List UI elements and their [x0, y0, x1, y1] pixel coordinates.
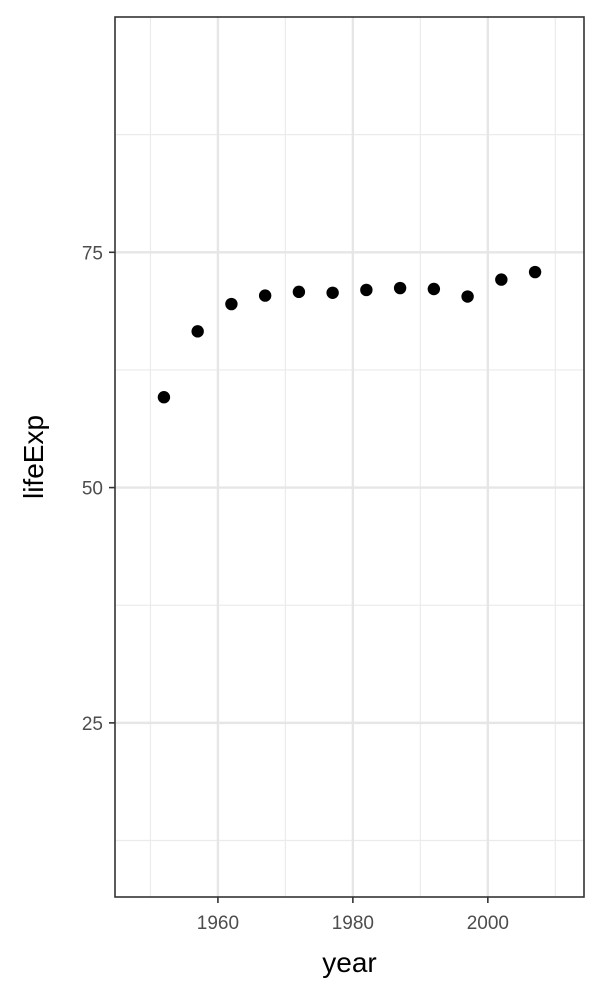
data-point: [461, 290, 474, 303]
x-tick-label: 1980: [332, 913, 374, 934]
x-axis-ticks: 1960 1980 2000: [197, 897, 509, 934]
data-point: [292, 285, 306, 299]
data-point: [157, 391, 171, 404]
data-point: [495, 273, 508, 286]
data-point: [360, 283, 373, 297]
grid-lines: [115, 17, 584, 897]
y-axis-ticks: 25 50 75: [82, 243, 115, 735]
data-point: [258, 289, 272, 302]
y-tick-label: 25: [82, 714, 103, 735]
data-point: [393, 281, 407, 295]
x-axis-title: year: [322, 947, 376, 978]
data-point: [528, 265, 542, 279]
x-tick-label: 2000: [467, 913, 509, 934]
data-point: [326, 286, 339, 299]
data-points: [157, 265, 542, 404]
data-point: [427, 282, 441, 296]
data-point: [225, 297, 238, 311]
y-axis-title: lifeExp: [18, 415, 49, 499]
data-point: [191, 325, 204, 338]
panel-border: [114, 16, 585, 898]
y-tick-label: 75: [82, 243, 103, 264]
y-tick-label: 50: [82, 479, 103, 500]
x-tick-label: 1960: [197, 913, 239, 934]
